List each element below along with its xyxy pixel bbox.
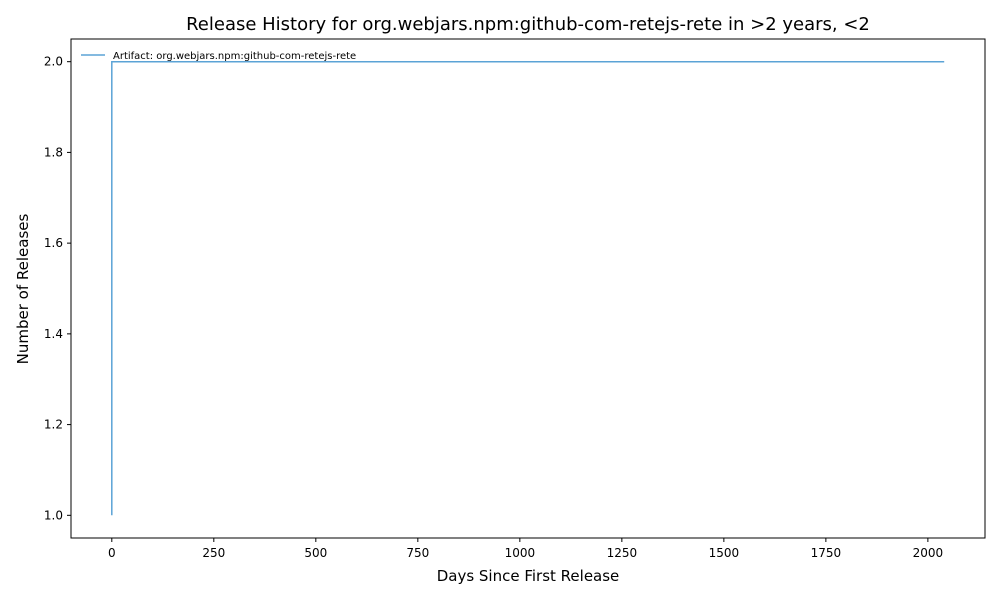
y-tick-label: 1.0	[44, 508, 63, 522]
plot-area	[70, 38, 986, 539]
x-tick-label: 1000	[505, 546, 536, 560]
x-axis: 0 250 500 750 1000 1250 1500 1750 2000	[108, 538, 943, 560]
x-tick-label: 1500	[709, 546, 740, 560]
series-layer	[111, 60, 945, 516]
y-tick-label: 1.8	[44, 145, 63, 159]
x-tick-label: 1250	[607, 546, 638, 560]
x-tick-label: 1750	[811, 546, 842, 560]
x-tick-label: 500	[304, 546, 327, 560]
x-tick-label: 2000	[913, 546, 944, 560]
x-tick-label: 250	[202, 546, 225, 560]
series-line-0	[111, 60, 945, 516]
legend-label: Artifact: org.webjars.npm:github-com-ret…	[113, 51, 356, 62]
x-axis-title: Days Since First Release	[437, 567, 620, 585]
x-tick-label: 750	[406, 546, 429, 560]
y-tick-label: 1.2	[44, 418, 63, 432]
y-tick-label: 1.4	[44, 327, 63, 341]
y-tick-label: 1.6	[44, 236, 63, 250]
y-tick-label: 2.0	[44, 55, 63, 69]
chart-title: Release History for org.webjars.npm:gith…	[186, 14, 870, 35]
x-tick-label: 0	[108, 546, 116, 560]
y-axis: 1.0 1.2 1.4 1.6 1.8 2.0	[44, 55, 71, 522]
y-axis-title: Number of Releases	[14, 213, 32, 364]
legend: Artifact: org.webjars.npm:github-com-ret…	[81, 51, 356, 62]
